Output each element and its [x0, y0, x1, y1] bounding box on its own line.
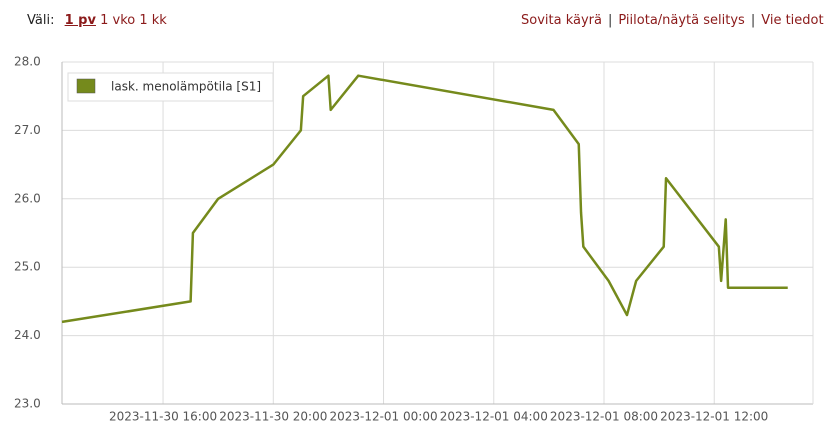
y-tick-label: 25.0 [14, 260, 41, 274]
x-tick-label: 2023-11-30 16:00 [109, 410, 217, 424]
y-tick-label: 26.0 [14, 191, 41, 205]
range-link[interactable]: 1 kk [139, 13, 167, 28]
range-label: Väli: [27, 13, 55, 28]
link[interactable]: Sovita käyrä [521, 13, 602, 28]
data-line [61, 74, 788, 324]
y-tick-label: 23.0 [14, 397, 41, 411]
range-link[interactable]: 1 vko [100, 13, 136, 28]
legend-box [67, 72, 274, 102]
y-tick-label: 24.0 [14, 328, 41, 342]
range-link[interactable]: 1 pv [64, 13, 96, 28]
range-bar: Väli: 1 pv 1 vko 1 kk [27, 13, 167, 28]
y-tick-label: 28.0 [14, 55, 41, 69]
separator: | [750, 13, 756, 28]
link[interactable]: Vie tiedot [761, 13, 824, 28]
x-tick-label: 2023-12-01 00:00 [329, 410, 437, 424]
legend: lask. menolämpötila [S1] [67, 72, 274, 102]
y-tick-label: 27.0 [14, 123, 41, 137]
x-tick-label: 2023-11-30 20:00 [219, 410, 327, 424]
legend-swatch [76, 78, 96, 94]
link[interactable]: Piilota/näytä selitys [618, 13, 745, 28]
legend-label: lask. menolämpötila [S1] [111, 80, 261, 94]
x-tick-label: 2023-12-01 04:00 [440, 410, 548, 424]
link-bar: Sovita käyrä | Piilota/näytä selitys | Vie t… [521, 13, 824, 28]
x-tick-label: 2023-12-01 12:00 [660, 410, 768, 424]
separator: | [607, 13, 613, 28]
x-tick-label: 2023-12-01 08:00 [550, 410, 658, 424]
